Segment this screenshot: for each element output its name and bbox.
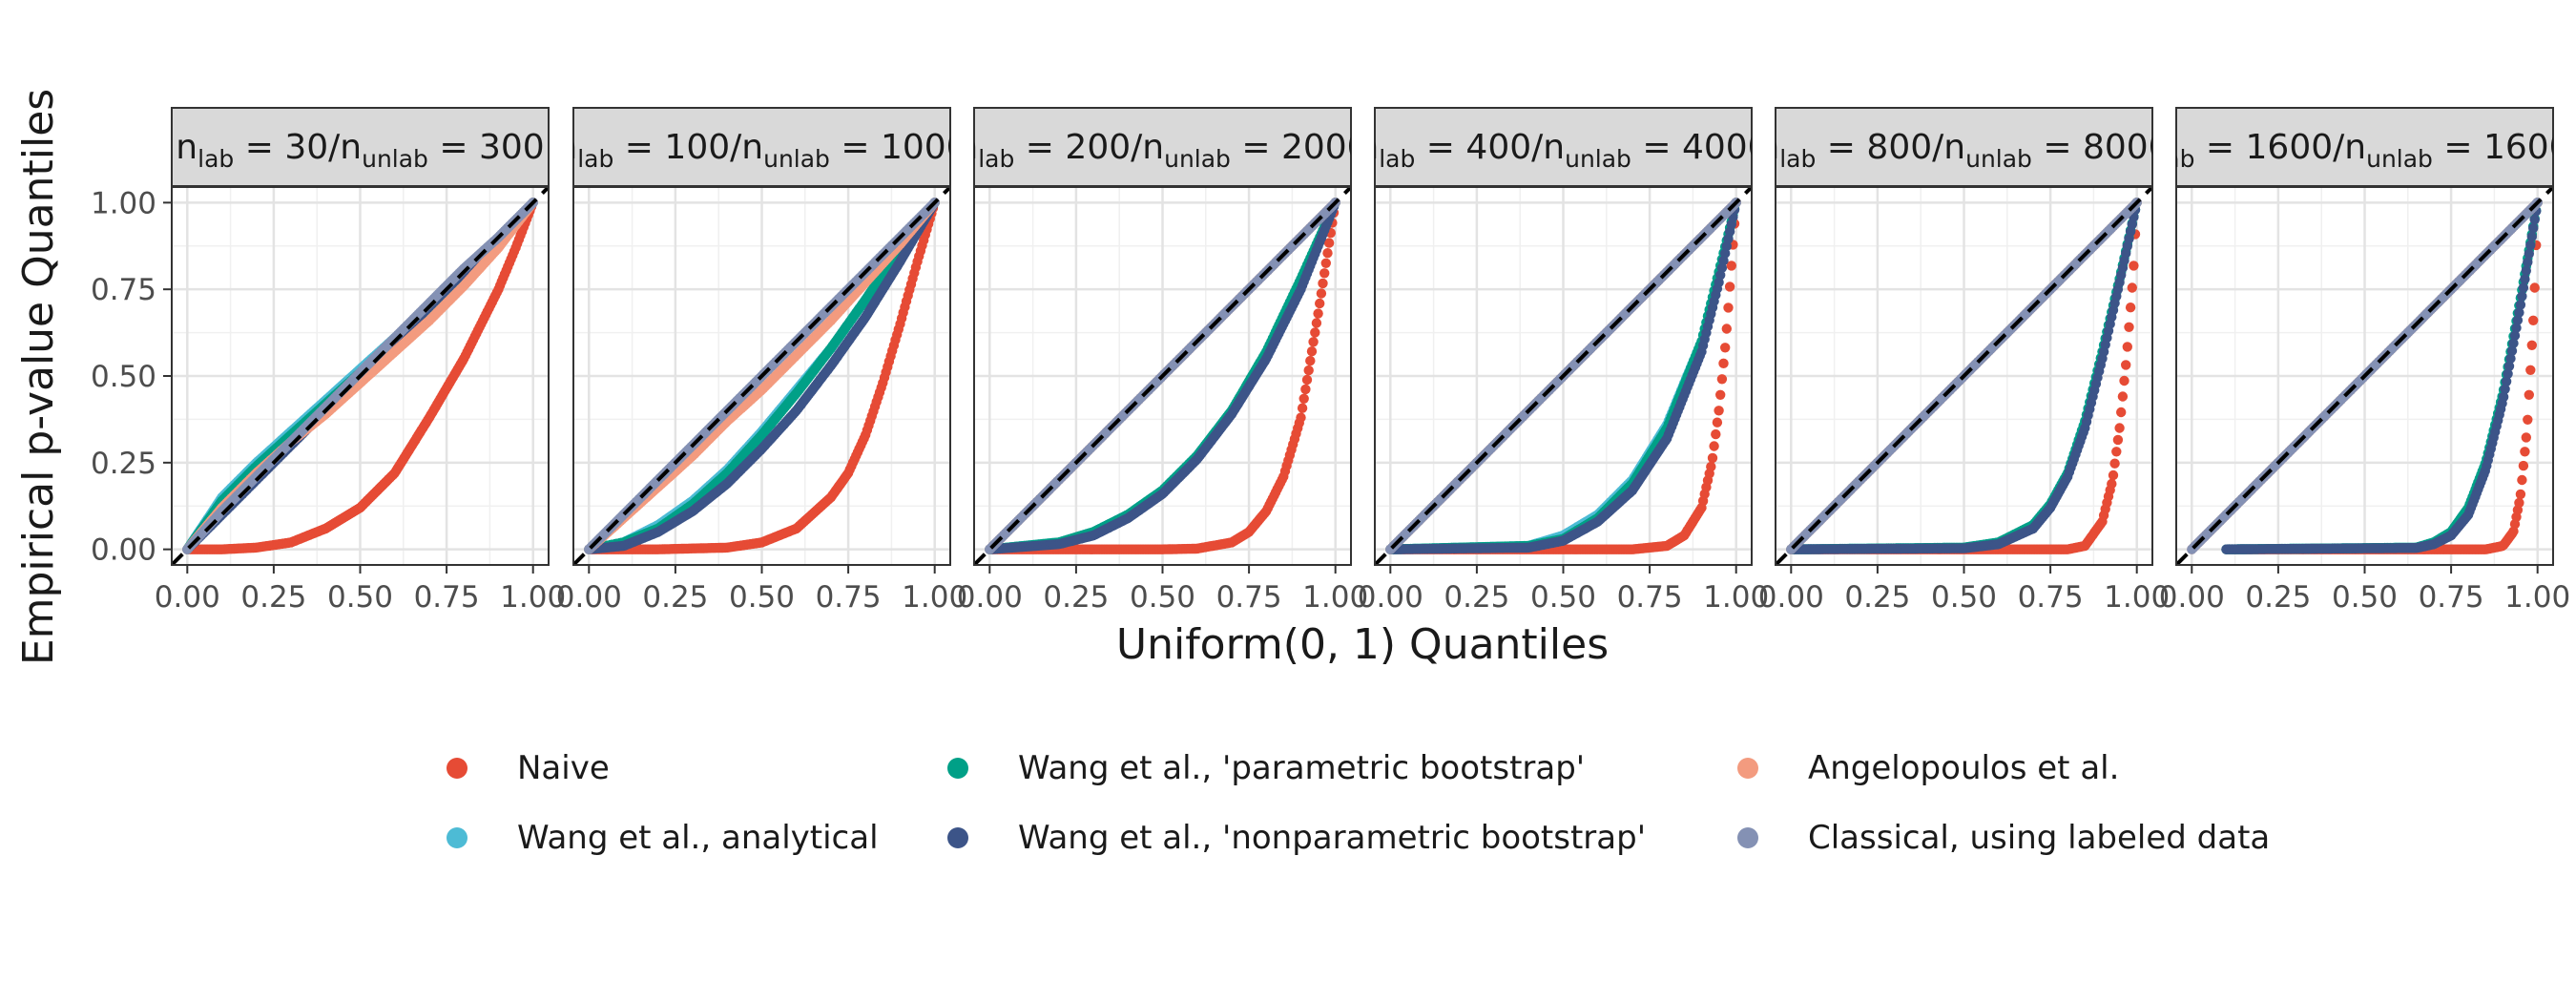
data-point: [1714, 406, 1724, 416]
data-point: [1320, 258, 1332, 268]
x-tick-label: 0.25: [240, 580, 306, 615]
strip-text: n: [956, 128, 978, 167]
data-point: [1318, 278, 1328, 289]
data-point: [1308, 337, 1319, 347]
strip-text: = 1000: [830, 128, 968, 167]
strip-text: n: [741, 128, 763, 167]
strip-text: n: [176, 128, 197, 167]
reference-line: [172, 187, 549, 565]
data-point: [1301, 374, 1313, 386]
y-tick-label: 0.75: [91, 273, 156, 307]
data-point: [1296, 412, 1306, 423]
x-tick-label: 0.50: [327, 580, 393, 615]
data-point: [1310, 327, 1320, 338]
data-point: [1319, 268, 1330, 279]
data-point: [1726, 261, 1737, 271]
x-tick-label: 0.50: [729, 580, 795, 615]
strip-text: = 100/: [613, 128, 742, 167]
data-point: [1305, 355, 1316, 366]
data-point: [1711, 428, 1721, 440]
x-tick-label: 0.00: [957, 580, 1023, 615]
data-point: [1721, 324, 1733, 334]
reference-line: [573, 187, 950, 565]
data-point: [1303, 365, 1314, 376]
x-tick-label: 0.75: [414, 580, 480, 615]
x-tick-label: 1.00: [1302, 580, 1368, 615]
y-tick-label: 0.00: [91, 533, 156, 568]
data-point: [1315, 298, 1325, 309]
strip-subscript: unlab: [763, 145, 830, 173]
data-point: [1723, 303, 1734, 313]
strip-subscript: unlab: [1164, 145, 1231, 173]
strip-text: n: [555, 128, 577, 167]
strip-text: = 300: [428, 128, 545, 167]
data-point: [1715, 389, 1726, 400]
strip-text: = 2000: [1231, 128, 1369, 167]
y-tick-label: 1.00: [91, 186, 156, 220]
series: [182, 198, 538, 554]
strip-subscript: lab: [577, 145, 613, 173]
series: [1385, 198, 1741, 554]
strip-text: n: [340, 128, 362, 167]
reference-line: [974, 187, 1351, 565]
data-point: [1720, 343, 1731, 353]
data-point: [1712, 417, 1723, 428]
y-tick-label: 0.25: [91, 447, 156, 481]
facet-strip: [973, 107, 1352, 187]
facet-strip-label: nlab = 30/nunlab = 300: [176, 128, 544, 173]
series: [985, 198, 1340, 554]
data-point: [1323, 238, 1335, 248]
facet-strip: [171, 107, 550, 187]
data-point: [1706, 461, 1716, 472]
x-tick-label: 1.00: [500, 580, 566, 615]
data-point: [1313, 308, 1323, 319]
strip-text: n: [1142, 128, 1164, 167]
data-point: [1322, 248, 1333, 259]
strip-text: = 30/: [234, 128, 341, 167]
strip-subscript: unlab: [362, 145, 428, 173]
data-point: [1709, 441, 1719, 451]
x-tick-label: 0.75: [1216, 580, 1282, 615]
data-point: [1311, 318, 1322, 328]
data-point: [1297, 403, 1308, 413]
x-tick-label: 0.75: [816, 580, 882, 615]
facet-strip-label: nlab = 100/nunlab = 1000: [555, 128, 967, 173]
strip-text: = 200/: [1014, 128, 1143, 167]
strip-subscript: lab: [978, 145, 1014, 173]
facet-strip: [572, 107, 951, 187]
strip-subscript: lab: [197, 145, 234, 173]
x-tick-label: 0.25: [642, 580, 708, 615]
data-point: [1718, 358, 1729, 368]
x-tick-label: 0.00: [155, 580, 220, 615]
data-point: [1300, 384, 1311, 395]
data-point: [1298, 393, 1309, 404]
data-point: [1707, 452, 1718, 464]
data-point: [1716, 374, 1728, 385]
data-point: [1724, 282, 1735, 292]
x-tick-label: 1.00: [902, 580, 967, 615]
facet-strip-label: nlab = 200/nunlab = 2000: [956, 128, 1368, 173]
x-tick-label: 0.25: [1043, 580, 1109, 615]
x-tick-label: 0.50: [1130, 580, 1195, 615]
x-tick-label: 0.00: [556, 580, 622, 615]
data-point: [1306, 346, 1318, 357]
y-tick-label: 0.50: [91, 360, 156, 394]
data-point: [1316, 288, 1327, 299]
